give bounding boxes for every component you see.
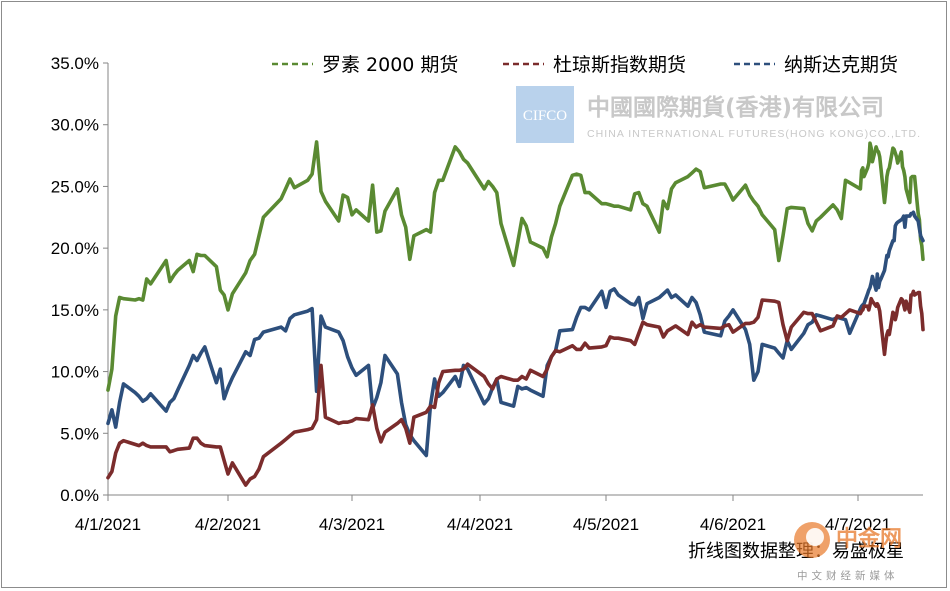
y-tick-label: 10.0% <box>51 363 99 382</box>
y-tick-label: 5.0% <box>60 424 99 443</box>
x-tick-label: 4/3/2021 <box>319 515 385 534</box>
x-tick-label: 4/4/2021 <box>447 515 513 534</box>
series-line-3 <box>106 210 925 458</box>
x-tick-label: 4/1/2021 <box>75 515 141 534</box>
series-line-2 <box>106 289 925 487</box>
y-tick-label: 30.0% <box>51 116 99 135</box>
cifco-logo-box <box>516 86 574 143</box>
series-line-1 <box>106 140 925 392</box>
corner-mark-tagline: 中文财经新媒体 <box>797 569 899 582</box>
watermark: CIFCO 中國國際期貨(香港)有限公司 CHINA INTERNATIONAL… <box>516 86 920 143</box>
x-axis-ticks: 4/1/2021 4/2/2021 4/3/2021 4/4/2021 4/5/2021… <box>75 495 891 534</box>
x-tick-label: 4/6/2021 <box>700 515 766 534</box>
cifco-logo-text: CIFCO <box>523 108 567 124</box>
legend: 罗素 2000 期货 杜琼斯指数期货 纳斯达克期货 <box>272 54 898 76</box>
x-tick-label: 4/2/2021 <box>195 515 261 534</box>
y-tick-label: 15.0% <box>51 301 99 320</box>
legend-label-3: 纳斯达克期货 <box>784 54 898 76</box>
source-note: 折线图数据整理：易盛极星 <box>688 541 904 562</box>
watermark-company-en: CHINA INTERNATIONAL FUTURES(HONG KONG)CO… <box>587 128 920 140</box>
y-tick-label: 25.0% <box>51 177 99 196</box>
corner-mark: 中金网 中文财经新媒体 <box>794 522 902 582</box>
legend-label-1: 罗素 2000 期货 <box>322 54 458 76</box>
corner-mark-name: 中金网 <box>836 526 902 552</box>
watermark-company-cn: 中國國際期貨(香港)有限公司 <box>587 94 884 121</box>
x-tick-label: 4/7/2021 <box>825 515 891 534</box>
x-tick-label: 4/5/2021 <box>573 515 639 534</box>
series-lines <box>106 140 925 487</box>
y-tick-label: 0.0% <box>60 486 99 505</box>
y-tick-label: 20.0% <box>51 239 99 258</box>
legend-label-2: 杜琼斯指数期货 <box>553 54 686 76</box>
y-axis-ticks: 0.0% 5.0% 10.0% 15.0% 20.0% 25.0% 30.0% 35.0% <box>51 54 108 505</box>
y-tick-label: 35.0% <box>51 54 99 73</box>
